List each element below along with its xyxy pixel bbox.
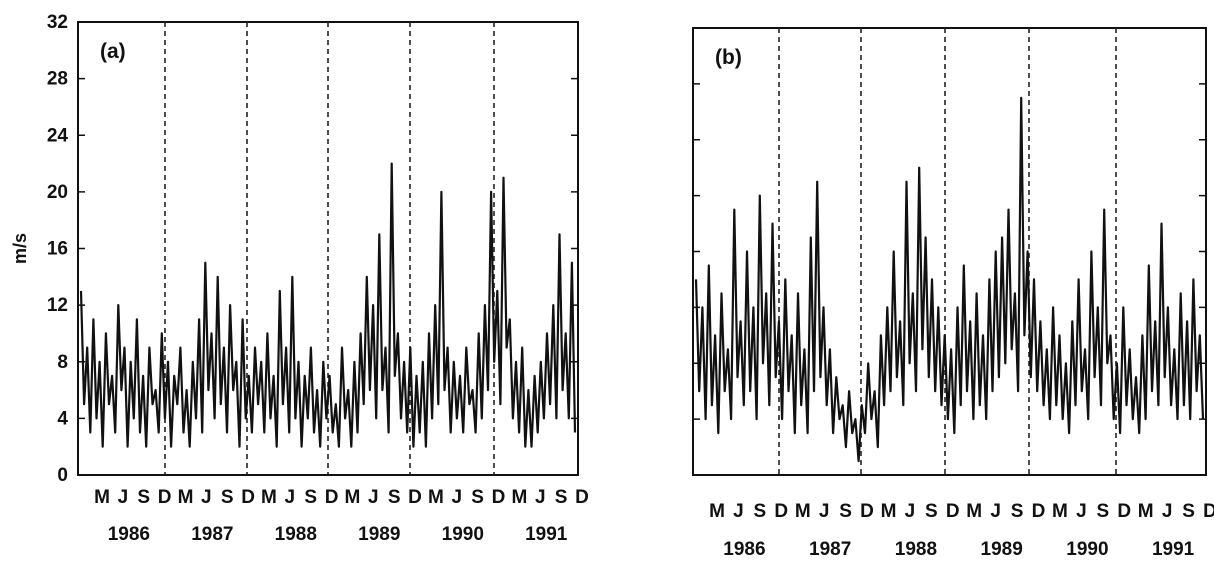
x-month-label: S — [1096, 501, 1109, 522]
x-year-label: 1991 — [525, 524, 568, 545]
x-month-label: M — [795, 501, 811, 522]
y-axis-label: m/s — [10, 233, 30, 264]
y-tick-label: 16 — [47, 239, 68, 260]
x-year-label: 1989 — [981, 539, 1023, 560]
x-month-label: M — [511, 487, 527, 508]
x-year-label: 1986 — [108, 524, 150, 545]
x-month-label: D — [1117, 501, 1131, 522]
x-month-label: M — [428, 487, 444, 508]
panel-label: (b) — [715, 46, 742, 69]
x-year-label: 1988 — [895, 539, 937, 560]
x-month-label: J — [990, 501, 1001, 522]
x-month-label: S — [1011, 501, 1024, 522]
y-tick-label: 12 — [47, 295, 68, 316]
x-month-label: S — [1182, 501, 1195, 522]
x-month-label: S — [304, 487, 317, 508]
x-month-label: D — [946, 501, 960, 522]
x-month-label: D — [241, 487, 255, 508]
x-year-label: 1988 — [275, 524, 317, 545]
x-month-label: D — [575, 487, 589, 508]
x-month-label: J — [285, 487, 296, 508]
x-month-label: M — [94, 487, 110, 508]
x-month-label: D — [325, 487, 339, 508]
y-tick-label: 32 — [47, 12, 68, 33]
x-month-label: D — [408, 487, 422, 508]
x-month-label: S — [555, 487, 568, 508]
x-month-label: M — [345, 487, 361, 508]
y-tick-label: 20 — [47, 182, 68, 203]
series-line-1 — [79, 162, 577, 448]
y-tick-label: 28 — [47, 69, 68, 90]
x-month-label: J — [819, 501, 830, 522]
x-month-label: S — [137, 487, 150, 508]
x-year-label: 1986 — [723, 539, 765, 560]
x-month-label: S — [221, 487, 234, 508]
x-month-label: J — [1076, 501, 1087, 522]
x-month-label: J — [451, 487, 462, 508]
x-month-label: M — [881, 501, 897, 522]
x-month-label: J — [535, 487, 546, 508]
x-month-label: D — [158, 487, 172, 508]
x-year-label: 1987 — [809, 539, 851, 560]
x-month-label: M — [709, 501, 725, 522]
x-year-label: 1989 — [358, 524, 400, 545]
series-line-1 — [694, 96, 1205, 463]
panel-label: (a) — [100, 40, 126, 63]
y-tick-label: 8 — [57, 352, 68, 373]
x-month-label: D — [774, 501, 788, 522]
x-month-label: M — [1052, 501, 1068, 522]
x-month-label: J — [201, 487, 212, 508]
x-year-label: 1990 — [1066, 539, 1108, 560]
y-tick-label: 4 — [57, 408, 68, 429]
x-month-label: S — [839, 501, 852, 522]
x-month-label: J — [118, 487, 129, 508]
x-month-label: M — [1138, 501, 1154, 522]
x-month-label: D — [492, 487, 506, 508]
x-month-label: J — [733, 501, 744, 522]
x-month-label: J — [905, 501, 916, 522]
y-tick-label: 0 — [57, 465, 68, 486]
x-year-label: 1987 — [191, 524, 233, 545]
x-month-label: D — [1203, 501, 1214, 522]
x-month-label: M — [261, 487, 277, 508]
x-month-label: J — [1162, 501, 1173, 522]
x-month-label: D — [860, 501, 874, 522]
x-month-label: S — [388, 487, 401, 508]
x-month-label: S — [925, 501, 938, 522]
x-year-label: 1991 — [1152, 539, 1195, 560]
x-month-label: M — [178, 487, 194, 508]
x-month-label: D — [1032, 501, 1046, 522]
x-month-label: S — [754, 501, 767, 522]
x-month-label: M — [966, 501, 982, 522]
x-month-label: J — [368, 487, 379, 508]
y-tick-label: 24 — [47, 125, 69, 146]
x-year-label: 1990 — [442, 524, 484, 545]
x-month-label: S — [471, 487, 484, 508]
